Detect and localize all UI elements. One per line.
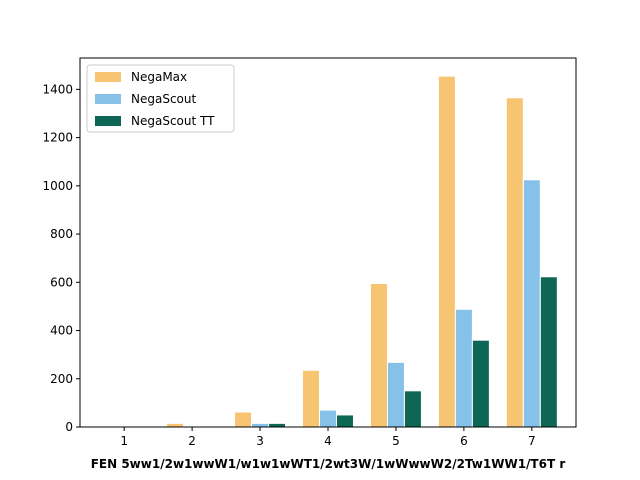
- y-tick-label: 1000: [42, 179, 73, 193]
- bar-negascout-tt-3: [268, 422, 287, 428]
- bar-negascout-tt-4: [335, 414, 354, 428]
- x-tick-label: 7: [528, 434, 536, 448]
- y-axis: 0 200 400 600 800 1000 1200 1400: [42, 82, 80, 434]
- x-tick-label: 1: [120, 434, 128, 448]
- legend: NegaMax NegaScout NegaScout TT: [86, 64, 235, 133]
- bar-negascout-7: [522, 179, 541, 428]
- y-tick-label: 800: [50, 227, 73, 241]
- bar-negamax-7: [505, 97, 524, 428]
- y-tick-label: 0: [65, 420, 73, 434]
- legend-swatch: [95, 72, 121, 82]
- bar-negascout-5: [386, 361, 405, 428]
- x-tick-label: 3: [256, 434, 264, 448]
- y-tick-label: 1400: [42, 82, 73, 96]
- x-tick-label: 4: [324, 434, 332, 448]
- bar-negamax-5: [369, 283, 388, 428]
- x-tick-label: 2: [188, 434, 196, 448]
- bars-group: [98, 75, 558, 428]
- legend-label: NegaScout TT: [131, 114, 215, 128]
- bar-negamax-3: [234, 411, 253, 428]
- bar-negascout-3: [251, 422, 270, 428]
- legend-swatch: [95, 116, 121, 126]
- bar-negascout-tt-7: [539, 276, 558, 428]
- legend-label: NegaScout: [131, 92, 196, 106]
- y-tick-label: 400: [50, 324, 73, 338]
- y-tick-label: 1200: [42, 131, 73, 145]
- legend-box: [86, 64, 235, 133]
- x-tick-label: 6: [460, 434, 468, 448]
- bar-negamax-4: [302, 369, 321, 428]
- bar-negamax-2: [166, 422, 185, 428]
- y-tick-label: 600: [50, 275, 73, 289]
- legend-label: NegaMax: [131, 70, 187, 84]
- bar-negascout-6: [454, 308, 473, 428]
- x-axis-label: FEN 5ww1/2w1wwW1/w1w1wWT1/2wt3W/1wWwwW2/…: [91, 457, 566, 471]
- bar-negascout-tt-5: [403, 390, 422, 428]
- bar-negascout-4: [319, 409, 337, 428]
- x-tick-label: 5: [392, 434, 400, 448]
- x-axis: 1 2 3 4 5 6 7: [120, 427, 536, 448]
- bar-negascout-tt-6: [471, 339, 490, 428]
- bar-negamax-6: [437, 75, 456, 428]
- legend-swatch: [95, 94, 121, 104]
- y-tick-label: 200: [50, 372, 73, 386]
